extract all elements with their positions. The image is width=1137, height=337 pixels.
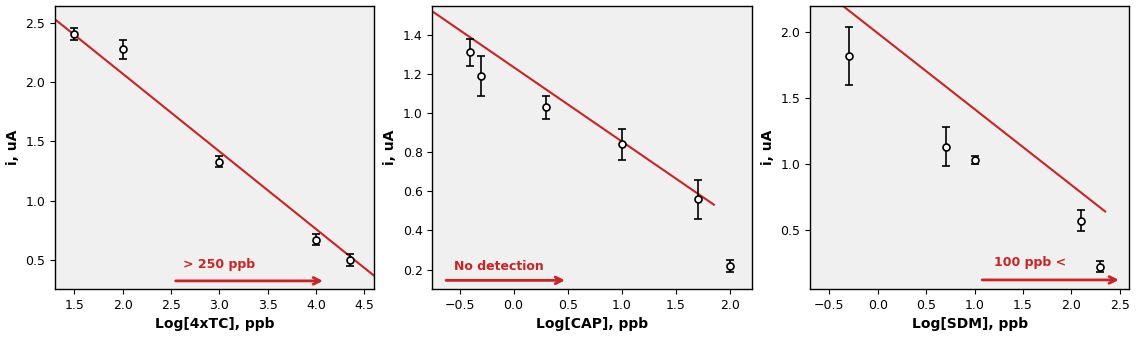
Text: No detection: No detection — [454, 259, 543, 273]
Y-axis label: i, uA: i, uA — [761, 130, 774, 165]
X-axis label: Log[4xTC], ppb: Log[4xTC], ppb — [155, 317, 274, 332]
Text: > 250 ppb: > 250 ppb — [183, 258, 255, 271]
X-axis label: Log[CAP], ppb: Log[CAP], ppb — [536, 317, 648, 332]
Text: 100 ppb <: 100 ppb < — [994, 256, 1067, 269]
X-axis label: Log[SDM], ppb: Log[SDM], ppb — [912, 317, 1028, 332]
Y-axis label: i, uA: i, uA — [383, 130, 397, 165]
Y-axis label: i, uA: i, uA — [6, 130, 19, 165]
